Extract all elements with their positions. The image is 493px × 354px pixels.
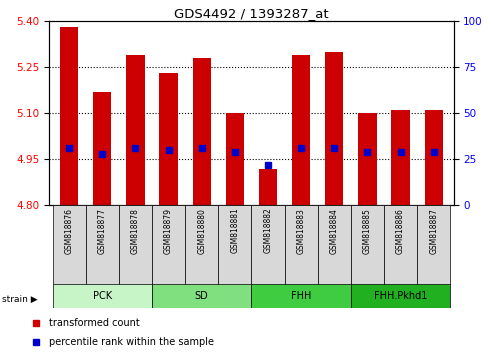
Bar	[292, 55, 310, 205]
Text: GSM818878: GSM818878	[131, 208, 140, 253]
Bar	[226, 113, 244, 205]
Title: GDS4492 / 1393287_at: GDS4492 / 1393287_at	[174, 7, 329, 20]
Text: GSM818876: GSM818876	[65, 208, 73, 254]
Bar	[384, 205, 417, 285]
Bar	[53, 284, 152, 308]
Bar	[284, 205, 317, 285]
Text: GSM818884: GSM818884	[330, 208, 339, 253]
Text: PCK: PCK	[93, 291, 112, 301]
Text: SD: SD	[195, 291, 209, 301]
Bar	[351, 284, 450, 308]
Text: GSM818883: GSM818883	[297, 208, 306, 253]
Bar	[351, 205, 384, 285]
Bar	[391, 110, 410, 205]
Text: transformed count: transformed count	[49, 318, 140, 328]
Bar	[53, 205, 86, 285]
Text: GSM818887: GSM818887	[429, 208, 438, 253]
Bar	[152, 205, 185, 285]
Bar	[251, 205, 284, 285]
Bar	[325, 52, 344, 205]
Text: FHH: FHH	[291, 291, 311, 301]
Bar	[424, 110, 443, 205]
Text: percentile rank within the sample: percentile rank within the sample	[49, 337, 214, 348]
Text: GSM818882: GSM818882	[263, 208, 273, 253]
Bar	[93, 92, 111, 205]
Text: GSM818879: GSM818879	[164, 208, 173, 254]
Bar	[126, 55, 144, 205]
Bar	[152, 284, 251, 308]
Bar	[60, 27, 78, 205]
Bar	[193, 58, 211, 205]
Bar	[119, 205, 152, 285]
Text: GSM818877: GSM818877	[98, 208, 107, 254]
Bar	[86, 205, 119, 285]
Bar	[251, 284, 351, 308]
Bar	[259, 169, 277, 205]
Text: GSM818880: GSM818880	[197, 208, 206, 253]
Bar	[159, 73, 177, 205]
Bar	[218, 205, 251, 285]
Bar	[317, 205, 351, 285]
Bar	[417, 205, 450, 285]
Text: FHH.Pkhd1: FHH.Pkhd1	[374, 291, 427, 301]
Bar	[358, 113, 377, 205]
Text: GSM818881: GSM818881	[230, 208, 240, 253]
Text: GSM818886: GSM818886	[396, 208, 405, 253]
Bar	[185, 205, 218, 285]
Text: strain ▶: strain ▶	[2, 295, 38, 304]
Text: GSM818885: GSM818885	[363, 208, 372, 253]
